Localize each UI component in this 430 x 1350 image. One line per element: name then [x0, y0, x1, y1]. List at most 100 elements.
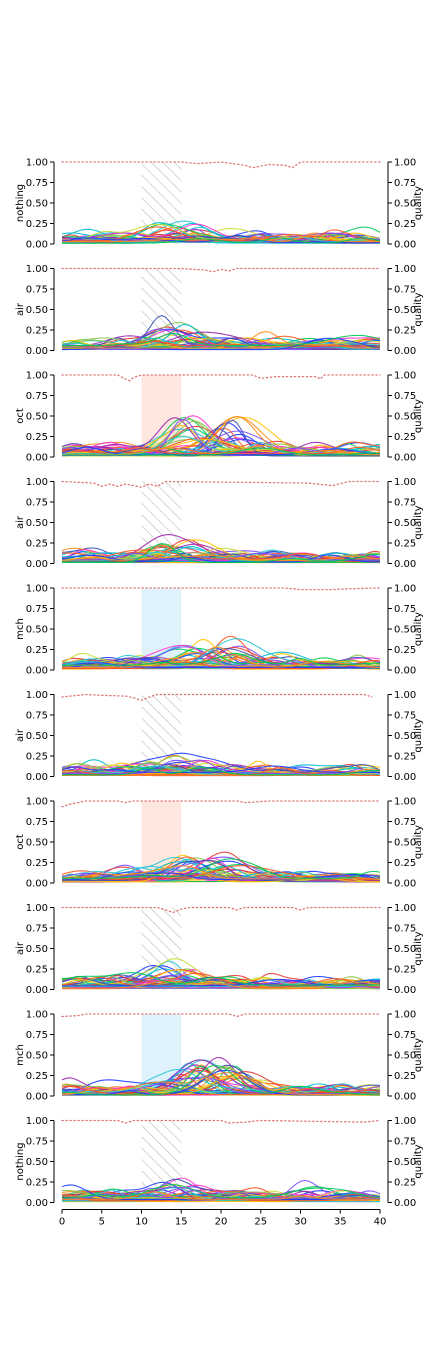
right-tick-label-0-3: 0.75 [394, 178, 416, 189]
response-trace-9-44 [61, 1184, 381, 1199]
right-tick-label-3-4: 1.00 [394, 477, 416, 488]
panel-right-label-5: quality [413, 718, 424, 752]
left-tick-label-3-1: 0.25 [26, 539, 48, 550]
quality-line-3 [61, 480, 381, 488]
left-tick-label-6-2: 0.50 [26, 838, 48, 849]
right-tick-label-3-1: 0.25 [394, 539, 416, 550]
right-tick-label-6-3: 0.75 [394, 817, 416, 828]
response-trace-0-42 [61, 235, 380, 243]
right-tick-label-0-4: 1.00 [394, 158, 416, 169]
panel-ylabel-2: oct [15, 408, 26, 424]
response-trace-5-44 [62, 767, 380, 776]
left-tick-label-5-3: 0.75 [26, 711, 48, 722]
left-tick-label-1-2: 0.50 [26, 305, 48, 316]
left-tick-label-8-2: 0.50 [26, 1051, 48, 1062]
left-tick-label-6-4: 1.00 [26, 797, 48, 808]
response-trace-4-43 [62, 646, 381, 669]
response-trace-5-40 [62, 759, 381, 775]
response-trace-8-40 [61, 1076, 381, 1095]
left-tick-label-6-1: 0.25 [26, 858, 48, 869]
left-tick-label-0-2: 0.50 [26, 199, 48, 210]
left-tick-label-6-0: 0.00 [26, 879, 48, 890]
response-trace-7-44 [61, 972, 380, 986]
right-tick-label-4-3: 0.75 [394, 604, 416, 615]
response-trace-6-44 [62, 858, 381, 879]
x-tick-label-4: 20 [215, 1217, 228, 1228]
response-trace-8-34 [61, 1056, 381, 1092]
panel-1: 0.00 0.00 0.25 0.25 0.50 0.50 0.75 0.75 1.00 1.00… [15, 264, 424, 357]
panel-right-label-3: quality [413, 505, 424, 539]
response-trace-3-41 [61, 549, 380, 560]
response-trace-4-44 [62, 652, 381, 666]
left-tick-label-2-1: 0.25 [26, 432, 48, 443]
response-trace-9-40 [62, 1189, 380, 1199]
response-trace-6-40 [61, 872, 381, 879]
x-tick-label-8: 40 [374, 1217, 387, 1228]
left-tick-label-9-4: 1.00 [26, 1116, 48, 1127]
left-tick-label-0-0: 0.00 [26, 240, 48, 251]
right-tick-label-7-2: 0.50 [394, 944, 416, 955]
response-trace-0-44 [62, 237, 381, 244]
x-tick-label-3: 15 [175, 1217, 188, 1228]
left-tick-label-4-2: 0.50 [26, 625, 48, 636]
response-trace-1-44 [62, 333, 381, 347]
right-tick-label-4-1: 0.25 [394, 645, 416, 656]
left-tick-label-8-3: 0.75 [26, 1030, 48, 1041]
panel-ylabel-6: oct [15, 834, 26, 850]
right-tick-label-9-0: 0.00 [394, 1198, 416, 1209]
response-trace-8-39 [62, 1068, 381, 1093]
left-tick-label-9-2: 0.50 [26, 1157, 48, 1168]
left-tick-label-9-1: 0.25 [26, 1178, 48, 1189]
right-tick-label-5-4: 1.00 [394, 690, 416, 701]
panel-right-label-8: quality [413, 1038, 424, 1072]
right-tick-label-6-1: 0.25 [394, 858, 416, 869]
response-trace-2-44 [62, 447, 381, 456]
left-tick-label-2-0: 0.00 [26, 453, 48, 464]
right-tick-label-5-2: 0.50 [394, 731, 416, 742]
left-tick-label-1-1: 0.25 [26, 326, 48, 337]
right-tick-label-4-2: 0.50 [394, 625, 416, 636]
right-tick-label-5-0: 0.00 [394, 772, 416, 783]
left-tick-label-8-0: 0.00 [26, 1092, 48, 1103]
left-tick-label-7-1: 0.25 [26, 965, 48, 976]
quality-line-1 [61, 267, 381, 273]
left-tick-label-3-4: 1.00 [26, 477, 48, 488]
right-tick-label-8-3: 0.75 [394, 1030, 416, 1041]
quality-line-0 [61, 161, 381, 169]
quality-line-7 [61, 906, 381, 914]
panel-ylabel-8: mch [15, 1044, 26, 1066]
right-tick-label-1-1: 0.25 [394, 326, 416, 337]
panel-ylabel-3: air [15, 515, 26, 529]
right-tick-label-0-0: 0.00 [394, 240, 416, 251]
right-tick-label-7-1: 0.25 [394, 965, 416, 976]
panel-6: 0.00 0.00 0.25 0.25 0.50 0.50 0.75 0.75 1.00 1.00… [15, 797, 424, 890]
left-tick-label-0-1: 0.25 [26, 219, 48, 230]
right-tick-label-3-2: 0.50 [394, 518, 416, 529]
panel-2: 0.00 0.00 0.25 0.25 0.50 0.50 0.75 0.75 1.00 1.00… [15, 371, 424, 464]
x-tick-label-6: 30 [294, 1217, 307, 1228]
left-tick-label-3-3: 0.75 [26, 498, 48, 509]
right-tick-label-7-0: 0.00 [394, 985, 416, 996]
response-trace-8-44 [61, 1064, 380, 1096]
left-tick-label-4-3: 0.75 [26, 604, 48, 615]
response-trace-0-43 [62, 234, 380, 243]
left-tick-label-1-4: 1.00 [26, 264, 48, 275]
left-tick-label-5-1: 0.25 [26, 752, 48, 763]
left-tick-label-8-4: 1.00 [26, 1010, 48, 1021]
response-trace-1-43 [62, 343, 380, 349]
response-trace-0-39 [62, 236, 380, 243]
right-tick-label-9-2: 0.50 [394, 1157, 416, 1168]
quality-line-2 [61, 374, 381, 382]
left-tick-label-9-3: 0.75 [26, 1137, 48, 1148]
left-tick-label-8-1: 0.25 [26, 1071, 48, 1082]
panel-right-label-2: quality [413, 399, 424, 433]
right-tick-label-1-2: 0.50 [394, 305, 416, 316]
response-trace-3-44 [62, 543, 381, 563]
response-trace-2-42 [61, 446, 381, 456]
right-tick-label-1-0: 0.00 [394, 346, 416, 357]
left-tick-label-2-4: 1.00 [26, 371, 48, 382]
right-tick-label-3-3: 0.75 [394, 498, 416, 509]
response-trace-9-43 [62, 1191, 380, 1200]
right-tick-label-7-4: 1.00 [394, 903, 416, 914]
right-tick-label-4-0: 0.00 [394, 666, 416, 677]
